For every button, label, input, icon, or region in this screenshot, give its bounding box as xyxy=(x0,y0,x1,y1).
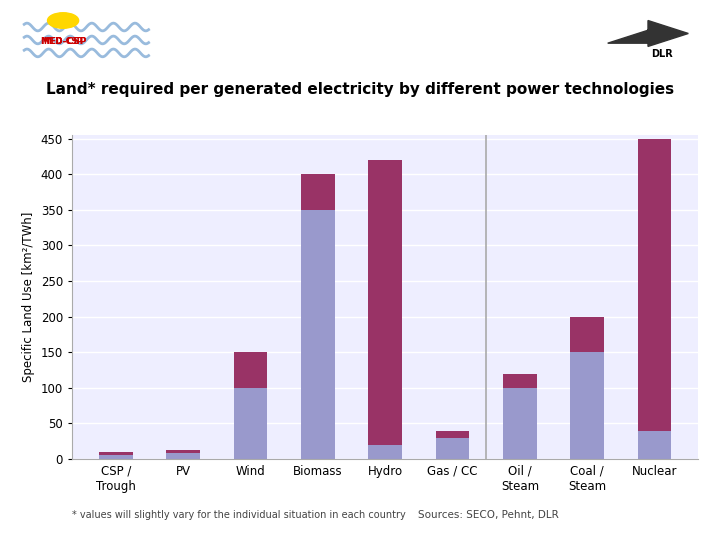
Polygon shape xyxy=(608,21,688,46)
Bar xyxy=(301,210,335,459)
Bar xyxy=(166,453,200,459)
Text: * values will slightly vary for the individual situation in each country: * values will slightly vary for the indi… xyxy=(72,510,406,521)
Bar xyxy=(503,388,536,459)
Bar xyxy=(234,388,267,459)
Bar xyxy=(369,445,402,459)
Text: DLR: DLR xyxy=(652,49,673,59)
Circle shape xyxy=(48,13,78,28)
Bar xyxy=(234,352,267,388)
Bar xyxy=(570,352,604,459)
Text: MED-CSP: MED-CSP xyxy=(43,37,83,46)
Bar xyxy=(638,139,672,430)
Text: MED-CSP: MED-CSP xyxy=(40,37,86,46)
Bar xyxy=(503,374,536,388)
Bar xyxy=(166,450,200,453)
Text: Land* required per generated electricity by different power technologies: Land* required per generated electricity… xyxy=(46,82,674,97)
Bar xyxy=(99,455,132,459)
Bar xyxy=(369,160,402,445)
Text: MED-CSP: MED-CSP xyxy=(40,37,86,46)
Y-axis label: Specific Land Use [km²/TWh]: Specific Land Use [km²/TWh] xyxy=(22,212,35,382)
Bar xyxy=(99,452,132,455)
Bar xyxy=(436,437,469,459)
Text: Sources: SECO, Pehnt, DLR: Sources: SECO, Pehnt, DLR xyxy=(418,510,558,521)
Bar xyxy=(436,430,469,437)
Bar xyxy=(570,316,604,352)
Bar xyxy=(301,174,335,210)
Bar xyxy=(638,430,672,459)
